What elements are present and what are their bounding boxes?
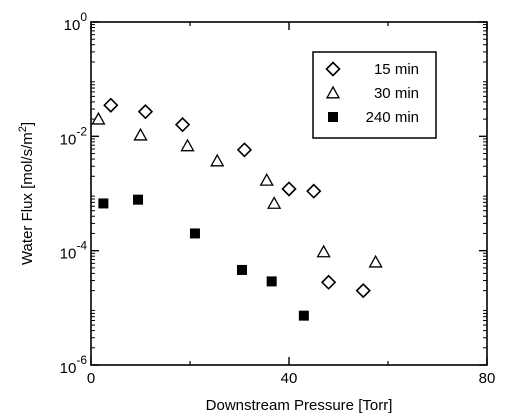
x-tick-label: 80 (479, 370, 496, 387)
y-axis-title-main: Water Flux [mol/s/m (19, 132, 36, 265)
x-tick-label: 0 (87, 370, 95, 387)
legend-label: 30 min (374, 85, 419, 102)
y-axis-title: Water Flux [mol/s/m2] (17, 122, 36, 265)
y-tick-label: 10-6 (60, 353, 88, 377)
x-tick-label: 40 (281, 370, 298, 387)
data-point-triangle (259, 172, 274, 186)
data-point-diamond (281, 181, 297, 197)
legend-label: 15 min (374, 61, 419, 78)
data-point-triangle (210, 153, 225, 167)
legend-label: 240 min (366, 109, 419, 126)
data-point-square-filled (98, 198, 109, 209)
x-axis-ticks: 0 40 80 (87, 22, 496, 387)
data-point-triangle (316, 244, 331, 258)
x-axis-title: Downstream Pressure [Torr] (206, 397, 393, 414)
y-axis-title-close: ] (19, 122, 36, 126)
data-point-triangle (91, 111, 106, 125)
y-tick-label: 10-4 (60, 239, 88, 263)
data-point-triangle (180, 138, 195, 152)
legend-marker-triangle (325, 85, 341, 99)
data-point-diamond (137, 104, 154, 120)
y-axis-title-sup: 2 (17, 126, 29, 132)
data-point-diamond (355, 282, 371, 299)
data-point-diamond (306, 183, 322, 199)
legend-marker-square-filled (328, 112, 338, 122)
data-point-diamond (236, 142, 253, 158)
y-tick-label: 10-2 (60, 124, 88, 148)
series-triangle (91, 111, 383, 268)
legend-marker-diamond (325, 61, 341, 77)
data-point-square-filled (236, 264, 247, 275)
series-diamond (103, 97, 371, 299)
data-point-triangle (267, 196, 282, 209)
data-point-diamond (103, 97, 119, 113)
data-point-triangle (133, 127, 148, 141)
data-point-square-filled (133, 194, 144, 205)
y-axis-ticks: 100 10-2 10-4 10-6 (60, 10, 487, 377)
y-tick-label: 100 (64, 10, 88, 34)
data-points (91, 97, 383, 321)
data-point-square-filled (298, 310, 309, 321)
legend: 15 min 30 min 240 min (312, 51, 437, 139)
data-point-diamond (320, 274, 337, 290)
series-square-filled (98, 194, 309, 321)
data-point-diamond (174, 117, 191, 133)
data-point-square-filled (189, 228, 200, 239)
data-point-square-filled (266, 276, 277, 287)
data-point-triangle (368, 254, 383, 268)
